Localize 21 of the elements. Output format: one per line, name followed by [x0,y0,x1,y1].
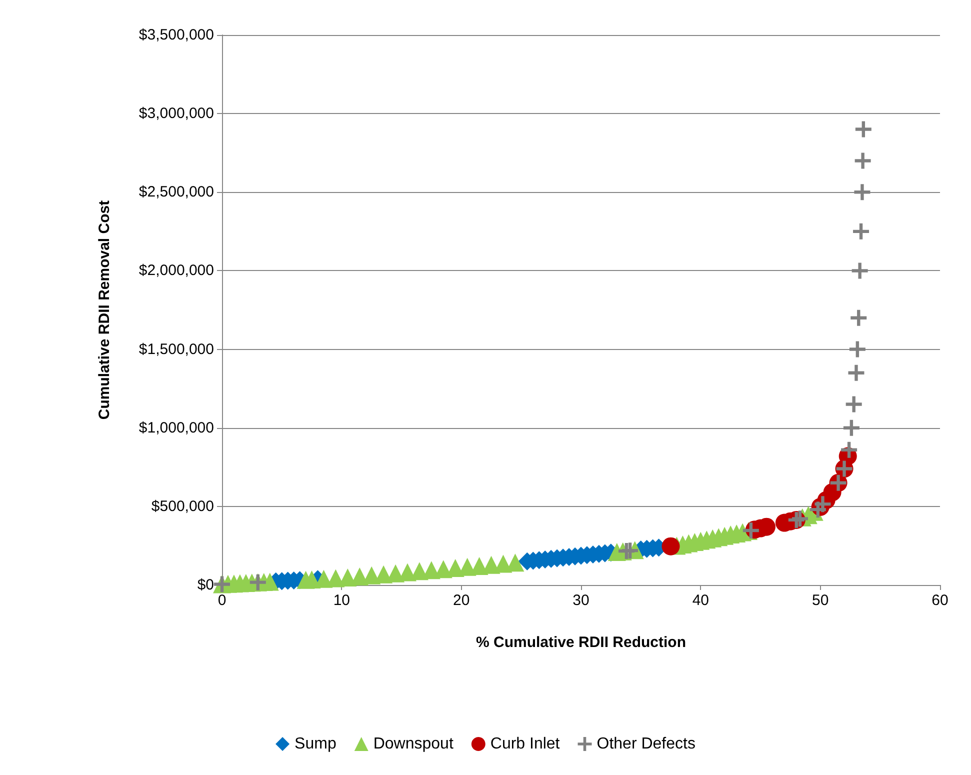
y-tick-label: $2,000,000 [138,262,214,280]
x-axis-title: % Cumulative RDII Reduction [476,634,686,651]
legend-label: Curb Inlet [490,736,560,752]
legend-label: Other Defects [596,736,696,752]
legend-label: Sump [294,736,336,752]
y-tick-label: $0 [197,576,214,594]
x-tick-label: 0 [218,592,226,609]
y-tick-label: $1,000,000 [138,419,214,436]
x-tick-label: 50 [812,592,829,609]
y-tick-label: $500,000 [151,498,214,515]
y-tick-label: $2,500,000 [138,184,214,201]
y-tick-label: $3,500,000 [138,26,214,44]
y-tick-label: $1,500,000 [138,340,214,358]
x-tick-label: 10 [333,592,350,609]
legend-label: Downspout [373,736,454,752]
y-axis-title: Cumulative RDII Removal Cost [96,200,113,420]
x-tick-label: 40 [692,592,710,609]
x-tick-label: 30 [572,592,590,609]
x-tick-label: 20 [452,592,470,609]
y-tick-label: $3,000,000 [138,105,214,122]
x-tick-label: 60 [932,592,948,609]
